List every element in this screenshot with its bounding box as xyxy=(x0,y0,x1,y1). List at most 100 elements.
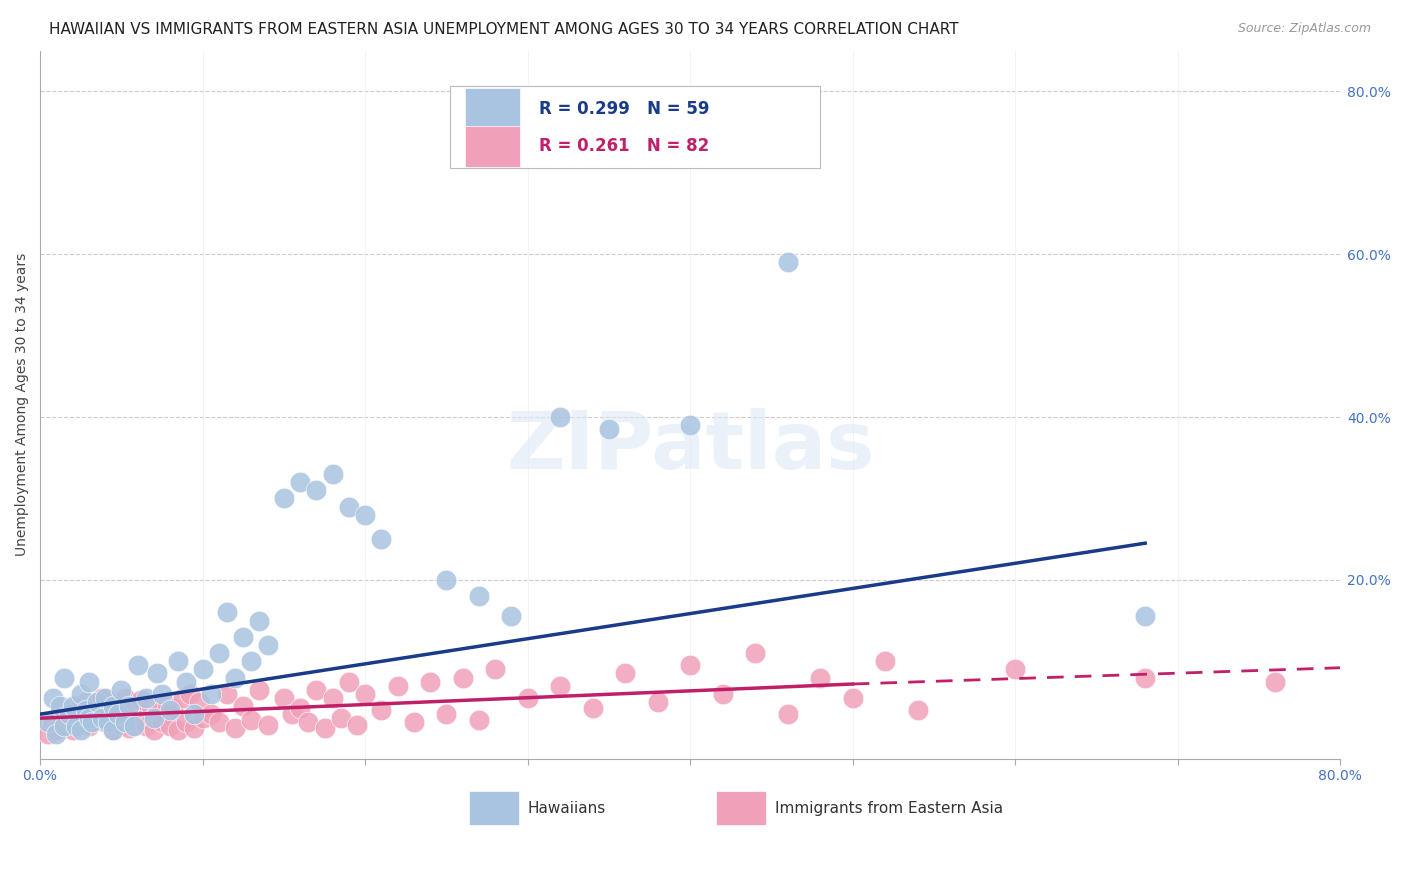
Point xyxy=(240,654,263,668)
Point xyxy=(97,701,120,715)
Point xyxy=(256,638,278,652)
Point xyxy=(94,715,117,730)
Point xyxy=(135,690,157,705)
Point xyxy=(150,687,173,701)
Point xyxy=(86,711,108,725)
Point xyxy=(124,703,146,717)
Point xyxy=(337,500,360,514)
Point xyxy=(776,255,799,269)
Text: Source: ZipAtlas.com: Source: ZipAtlas.com xyxy=(1237,22,1371,36)
FancyBboxPatch shape xyxy=(450,87,820,168)
Point xyxy=(77,674,100,689)
Point xyxy=(322,467,344,481)
Text: Immigrants from Eastern Asia: Immigrants from Eastern Asia xyxy=(775,801,1002,816)
Point xyxy=(69,723,91,738)
Point xyxy=(1133,609,1156,624)
Point xyxy=(288,475,311,490)
Point xyxy=(77,719,100,733)
Point xyxy=(249,614,271,628)
Point xyxy=(1133,671,1156,685)
Point xyxy=(107,697,129,711)
Point xyxy=(139,698,162,713)
Text: R = 0.299   N = 59: R = 0.299 N = 59 xyxy=(540,100,710,118)
Point xyxy=(176,715,198,730)
Point xyxy=(118,721,141,735)
Point xyxy=(346,717,368,731)
Point xyxy=(370,703,392,717)
Point xyxy=(77,711,100,725)
Point xyxy=(484,662,506,676)
Point xyxy=(354,687,377,701)
Point xyxy=(1264,674,1286,689)
Point xyxy=(402,715,425,730)
Point xyxy=(142,723,165,738)
Point xyxy=(53,671,76,685)
Point xyxy=(614,666,637,681)
Point xyxy=(142,711,165,725)
Point xyxy=(434,573,457,587)
Point xyxy=(58,703,80,717)
Point xyxy=(135,719,157,733)
Point xyxy=(776,707,799,722)
Point xyxy=(107,707,129,722)
Point xyxy=(156,697,179,711)
Point xyxy=(516,690,538,705)
Point xyxy=(124,719,146,733)
Point xyxy=(598,422,620,436)
Point xyxy=(273,491,295,506)
Point xyxy=(548,679,571,693)
Point xyxy=(314,721,336,735)
Point xyxy=(69,715,91,730)
Text: HAWAIIAN VS IMMIGRANTS FROM EASTERN ASIA UNEMPLOYMENT AMONG AGES 30 TO 34 YEARS : HAWAIIAN VS IMMIGRANTS FROM EASTERN ASIA… xyxy=(49,22,959,37)
Point xyxy=(387,679,409,693)
Point xyxy=(297,715,319,730)
Point xyxy=(354,508,377,522)
FancyBboxPatch shape xyxy=(716,791,765,825)
Point xyxy=(127,658,149,673)
Point xyxy=(65,698,87,713)
Point xyxy=(48,698,70,713)
Point xyxy=(58,707,80,722)
Point xyxy=(232,630,254,644)
FancyBboxPatch shape xyxy=(470,791,519,825)
Point xyxy=(37,727,59,741)
Point xyxy=(419,674,441,689)
Point xyxy=(114,690,136,705)
Point xyxy=(208,715,231,730)
Point xyxy=(305,682,328,697)
Point xyxy=(907,703,929,717)
Point xyxy=(183,721,205,735)
Point xyxy=(103,723,125,738)
Point xyxy=(103,723,125,738)
Point xyxy=(215,606,238,620)
Point xyxy=(42,690,65,705)
Point xyxy=(75,695,97,709)
Point xyxy=(273,690,295,705)
Point xyxy=(337,674,360,689)
Point xyxy=(94,690,117,705)
Text: ZIPatlas: ZIPatlas xyxy=(506,409,875,486)
Point xyxy=(162,701,184,715)
Point xyxy=(75,703,97,717)
Point xyxy=(62,723,84,738)
Point xyxy=(150,715,173,730)
Point xyxy=(1004,662,1026,676)
Point xyxy=(841,690,863,705)
Point xyxy=(808,671,831,685)
Point xyxy=(468,589,491,603)
Point xyxy=(114,715,136,730)
Point xyxy=(69,687,91,701)
Point xyxy=(37,715,59,730)
Point xyxy=(582,701,605,715)
Point xyxy=(329,711,352,725)
Point xyxy=(240,713,263,727)
Point xyxy=(188,695,211,709)
Point xyxy=(288,701,311,715)
Point xyxy=(159,719,181,733)
Point xyxy=(103,698,125,713)
Point xyxy=(176,674,198,689)
Point xyxy=(146,705,169,719)
Point xyxy=(281,707,304,722)
Point xyxy=(434,707,457,722)
Point xyxy=(110,717,132,731)
